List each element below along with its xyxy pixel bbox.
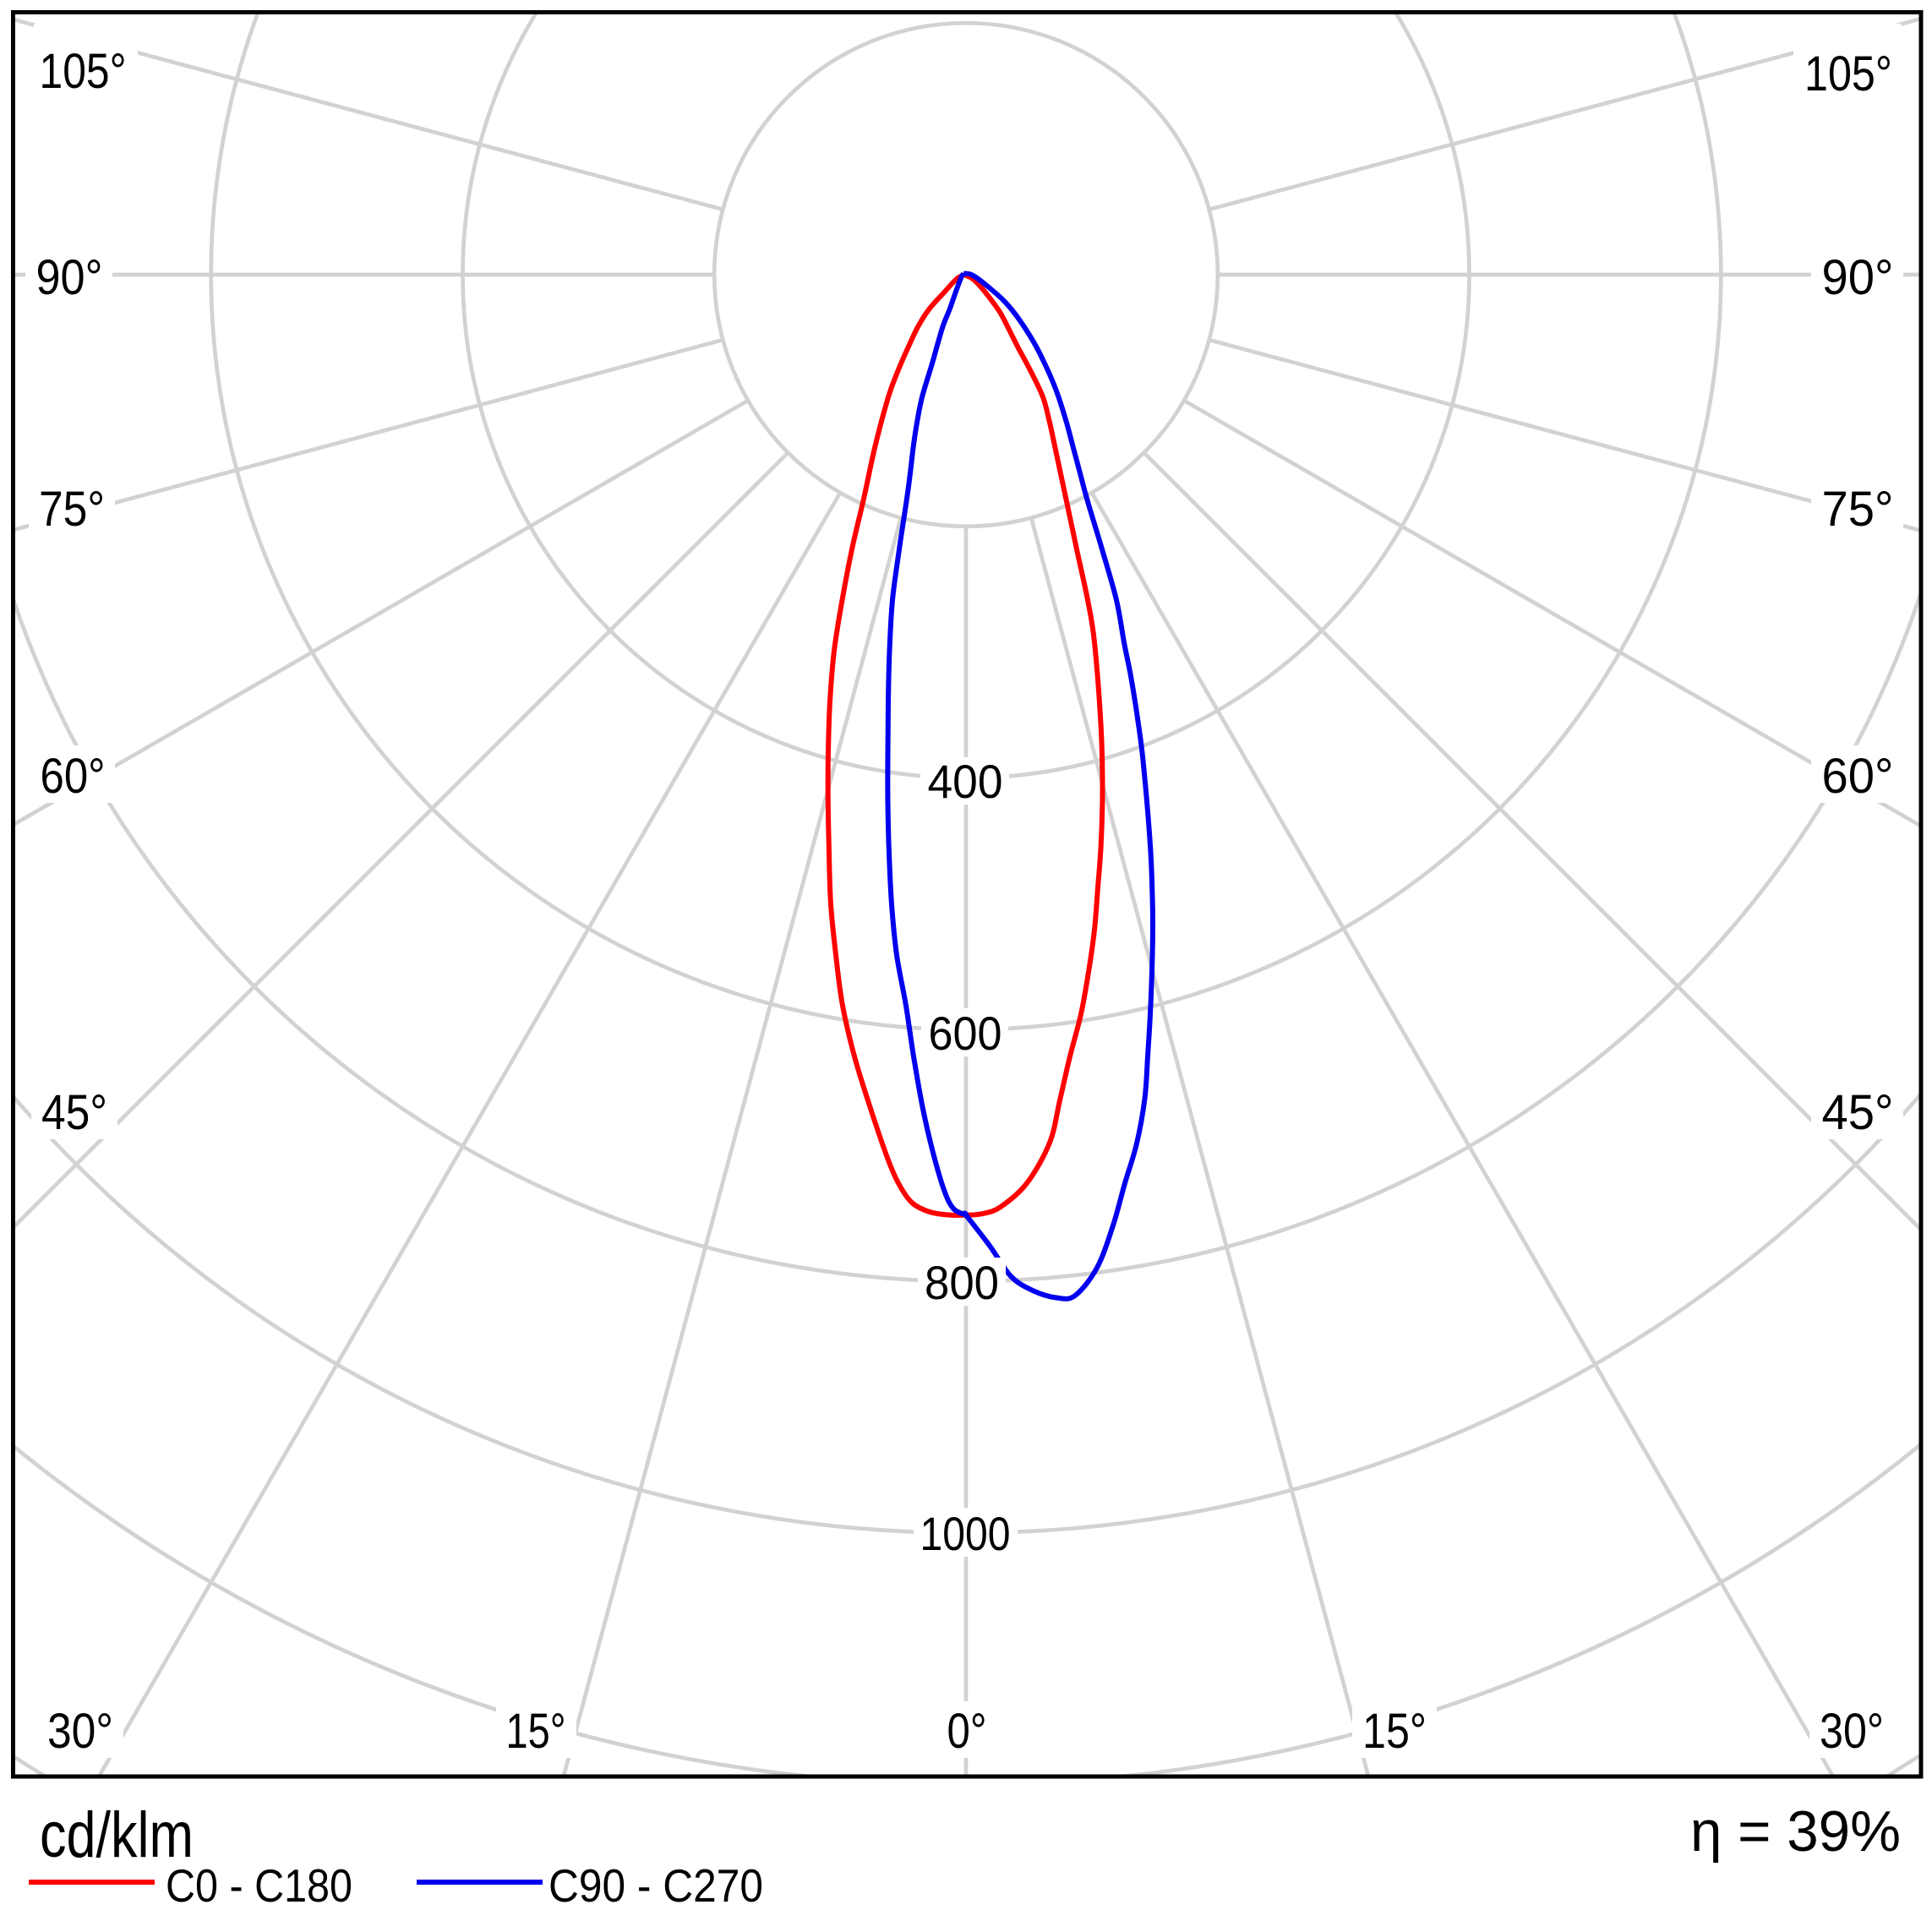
svg-text:600: 600 [929, 1007, 1002, 1060]
svg-text:75°: 75° [1822, 482, 1894, 537]
svg-text:400: 400 [928, 755, 1003, 808]
svg-text:1000: 1000 [920, 1507, 1011, 1560]
svg-text:105°: 105° [40, 44, 127, 99]
svg-text:90°: 90° [36, 250, 103, 305]
svg-text:0°: 0° [947, 1704, 987, 1759]
svg-text:C0 - C180: C0 - C180 [166, 1859, 352, 1912]
svg-text:90°: 90° [1822, 250, 1894, 305]
svg-text:60°: 60° [41, 749, 106, 804]
svg-text:C90 - C270: C90 - C270 [548, 1859, 763, 1912]
svg-text:30°: 30° [47, 1704, 113, 1759]
svg-text:105°: 105° [1804, 46, 1892, 101]
svg-text:45°: 45° [41, 1085, 107, 1140]
svg-text:75°: 75° [39, 482, 105, 537]
svg-text:15°: 15° [1362, 1704, 1427, 1759]
svg-text:45°: 45° [1822, 1085, 1894, 1140]
svg-text:cd/klm: cd/klm [40, 1799, 194, 1871]
svg-text:15°: 15° [506, 1704, 566, 1759]
svg-text:800: 800 [925, 1256, 999, 1309]
svg-text:60°: 60° [1822, 749, 1894, 804]
svg-text:30°: 30° [1820, 1704, 1884, 1759]
svg-text:η = 39%: η = 39% [1690, 1799, 1901, 1864]
